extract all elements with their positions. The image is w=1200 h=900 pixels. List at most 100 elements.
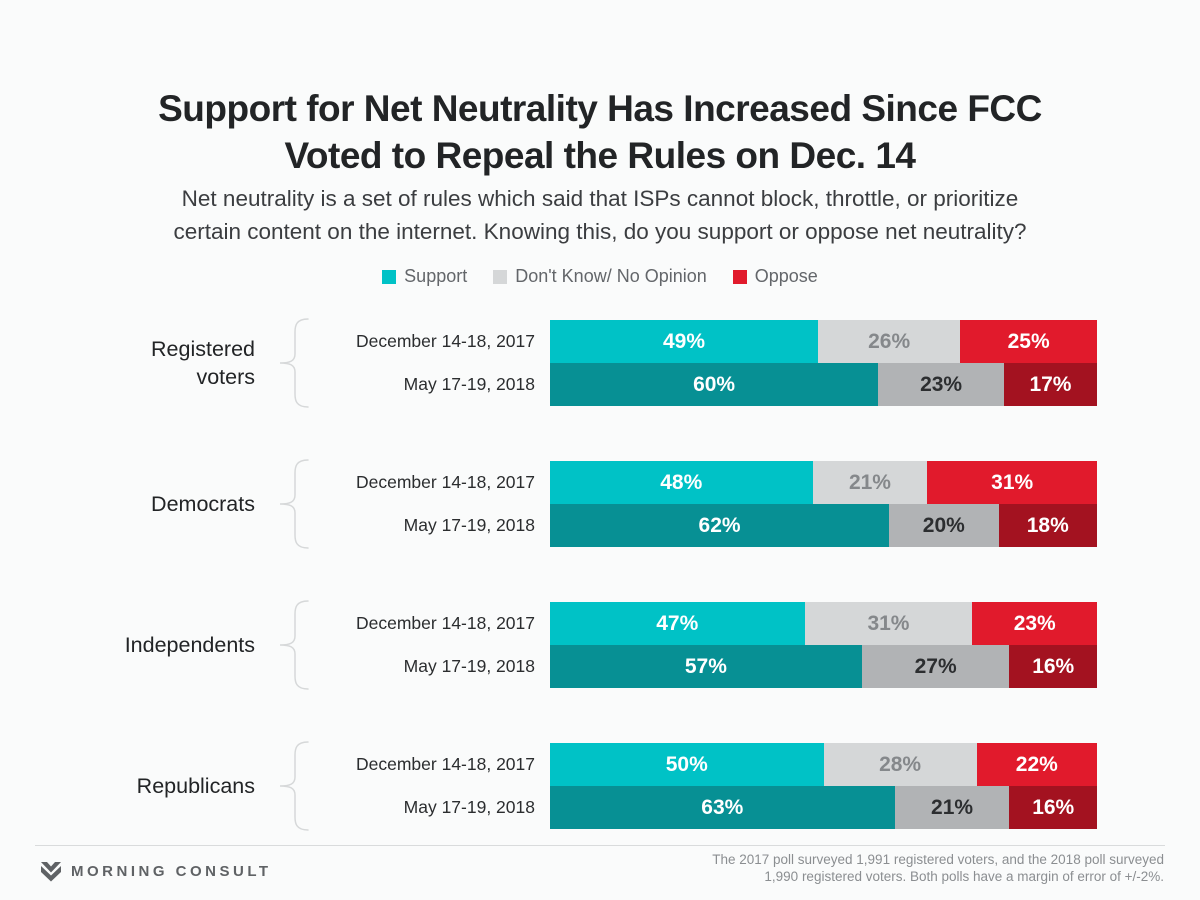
legend-swatch-oppose bbox=[732, 269, 747, 284]
legend-label-support: Support bbox=[404, 266, 468, 286]
group-democrats: Democrats December 14-18, 2017 48% 21% 31%… bbox=[0, 459, 1200, 549]
bar-segment-dont-know: 21% bbox=[894, 786, 1010, 829]
group-brace-icon bbox=[279, 318, 309, 408]
chart-title-line-1: Support for Net Neutrality Has Increased… bbox=[158, 87, 1042, 129]
source-note-line-2: 1,990 registered voters. Both polls have… bbox=[764, 869, 1164, 884]
source-note: The 2017 poll surveyed 1,991 registered … bbox=[712, 851, 1164, 885]
bar-value-label: 31% bbox=[867, 611, 910, 635]
group-brace-icon bbox=[279, 459, 309, 549]
footer-divider bbox=[35, 845, 1165, 846]
bar-row-label: December 14-18, 2017 bbox=[356, 613, 535, 633]
legend-swatch-support bbox=[382, 269, 397, 284]
bar-segment-dont-know: 20% bbox=[889, 504, 999, 547]
bar-row-label: May 17-19, 2018 bbox=[403, 374, 535, 394]
group-registered-voters: Registered voters December 14-18, 2017 4… bbox=[0, 318, 1200, 408]
chart-subtitle-line-2: certain content on the internet. Knowing… bbox=[173, 219, 1027, 244]
bar-row-2017: December 14-18, 2017 50% 28% 22% bbox=[325, 743, 1200, 786]
bar-segment-oppose: 23% bbox=[972, 602, 1097, 645]
bar-row-2018: May 17-19, 2018 63% 21% 16% bbox=[325, 786, 1200, 829]
stacked-bar: 47% 31% 23% bbox=[550, 602, 1097, 645]
bar-value-label: 27% bbox=[914, 654, 957, 678]
stacked-bar: 62% 20% 18% bbox=[550, 504, 1097, 547]
group-brace-icon bbox=[279, 741, 309, 831]
bar-segment-support: 63% bbox=[550, 786, 895, 829]
stacked-bar: 63% 21% 16% bbox=[550, 786, 1097, 829]
bar-segment-oppose: 16% bbox=[1009, 786, 1097, 829]
legend-label-oppose: Oppose bbox=[754, 266, 818, 286]
bar-segment-oppose: 31% bbox=[927, 461, 1097, 504]
bar-value-label: 47% bbox=[656, 611, 699, 635]
bar-segment-support: 48% bbox=[550, 461, 813, 504]
group-label: Registered voters bbox=[151, 337, 255, 389]
stacked-bar: 50% 28% 22% bbox=[550, 743, 1097, 786]
legend: Support Don't Know/ No Opinion Oppose bbox=[0, 266, 1200, 287]
group-label: Independents bbox=[124, 633, 255, 657]
bar-value-label: 48% bbox=[660, 470, 703, 494]
bar-segment-dont-know: 28% bbox=[823, 743, 977, 786]
bar-row-label: May 17-19, 2018 bbox=[403, 515, 535, 535]
bar-value-label: 17% bbox=[1029, 372, 1072, 396]
bar-segment-support: 60% bbox=[550, 363, 879, 406]
group-republicans: Republicans December 14-18, 2017 50% 28% 2… bbox=[0, 741, 1200, 831]
bar-value-label: 60% bbox=[693, 372, 736, 396]
bar-row-2017: December 14-18, 2017 49% 26% 25% bbox=[325, 320, 1200, 363]
chart-title: Support for Net Neutrality Has Increased… bbox=[50, 85, 1150, 179]
legend-label-dont-know: Don't Know/ No Opinion bbox=[515, 266, 707, 286]
bar-segment-oppose: 25% bbox=[960, 320, 1097, 363]
legend-item-support: Support bbox=[382, 266, 467, 287]
bar-row-label: December 14-18, 2017 bbox=[356, 754, 535, 774]
bar-segment-dont-know: 21% bbox=[812, 461, 928, 504]
bar-value-label: 23% bbox=[920, 372, 963, 396]
group-independents: Independents December 14-18, 2017 47% 31%… bbox=[0, 600, 1200, 690]
bar-row-2018: May 17-19, 2018 62% 20% 18% bbox=[325, 504, 1200, 547]
bar-value-label: 18% bbox=[1026, 513, 1069, 537]
bar-row-2017: December 14-18, 2017 48% 21% 31% bbox=[325, 461, 1200, 504]
chart-title-line-2: Voted to Repeal the Rules on Dec. 14 bbox=[284, 134, 916, 176]
group-brace-icon bbox=[279, 600, 309, 690]
stacked-bar: 49% 26% 25% bbox=[550, 320, 1097, 363]
bar-row-label: December 14-18, 2017 bbox=[356, 472, 535, 492]
bar-segment-oppose: 16% bbox=[1009, 645, 1097, 688]
bar-segment-dont-know: 27% bbox=[861, 645, 1010, 688]
bar-segment-support: 49% bbox=[550, 320, 819, 363]
bar-value-label: 16% bbox=[1032, 795, 1075, 819]
bar-value-label: 16% bbox=[1032, 654, 1075, 678]
bar-value-label: 22% bbox=[1015, 752, 1058, 776]
bar-row-label: May 17-19, 2018 bbox=[403, 656, 535, 676]
bar-row-2018: May 17-19, 2018 57% 27% 16% bbox=[325, 645, 1200, 688]
legend-item-oppose: Oppose bbox=[732, 266, 818, 287]
bar-segment-oppose: 17% bbox=[1003, 363, 1097, 406]
bar-value-label: 21% bbox=[848, 470, 891, 494]
bar-value-label: 62% bbox=[698, 513, 741, 537]
bar-row-2017: December 14-18, 2017 47% 31% 23% bbox=[325, 602, 1200, 645]
bar-segment-support: 50% bbox=[550, 743, 824, 786]
bar-segment-dont-know: 26% bbox=[818, 320, 961, 363]
bar-value-label: 26% bbox=[868, 329, 911, 353]
bar-segment-dont-know: 23% bbox=[878, 363, 1004, 406]
chart-subtitle-line-1: Net neutrality is a set of rules which s… bbox=[181, 186, 1019, 211]
bar-value-label: 49% bbox=[662, 329, 706, 353]
bar-value-label: 31% bbox=[991, 470, 1034, 494]
group-label: Democrats bbox=[151, 492, 255, 516]
bar-value-label: 23% bbox=[1013, 611, 1056, 635]
morning-consult-logo-icon bbox=[41, 862, 61, 882]
bar-row-label: May 17-19, 2018 bbox=[403, 797, 535, 817]
bar-value-label: 20% bbox=[922, 513, 965, 537]
bar-value-label: 21% bbox=[931, 795, 974, 819]
morning-consult-logo: MORNING CONSULT bbox=[40, 860, 272, 883]
bar-value-label: 28% bbox=[879, 752, 922, 776]
group-label: Republicans bbox=[136, 774, 255, 798]
bar-segment-support: 62% bbox=[550, 504, 890, 547]
bar-segment-dont-know: 31% bbox=[804, 602, 973, 645]
legend-item-dont-know: Don't Know/ No Opinion bbox=[493, 266, 707, 287]
chart-subtitle: Net neutrality is a set of rules which s… bbox=[30, 182, 1170, 248]
source-note-line-1: The 2017 poll surveyed 1,991 registered … bbox=[712, 852, 1164, 867]
bar-row-label: December 14-18, 2017 bbox=[356, 331, 535, 351]
brand-name: MORNING CONSULT bbox=[71, 863, 272, 880]
bar-value-label: 57% bbox=[684, 654, 727, 678]
bar-row-2018: May 17-19, 2018 60% 23% 17% bbox=[325, 363, 1200, 406]
bar-segment-support: 57% bbox=[550, 645, 862, 688]
bar-value-label: 25% bbox=[1007, 329, 1050, 353]
bar-value-label: 50% bbox=[665, 752, 708, 776]
